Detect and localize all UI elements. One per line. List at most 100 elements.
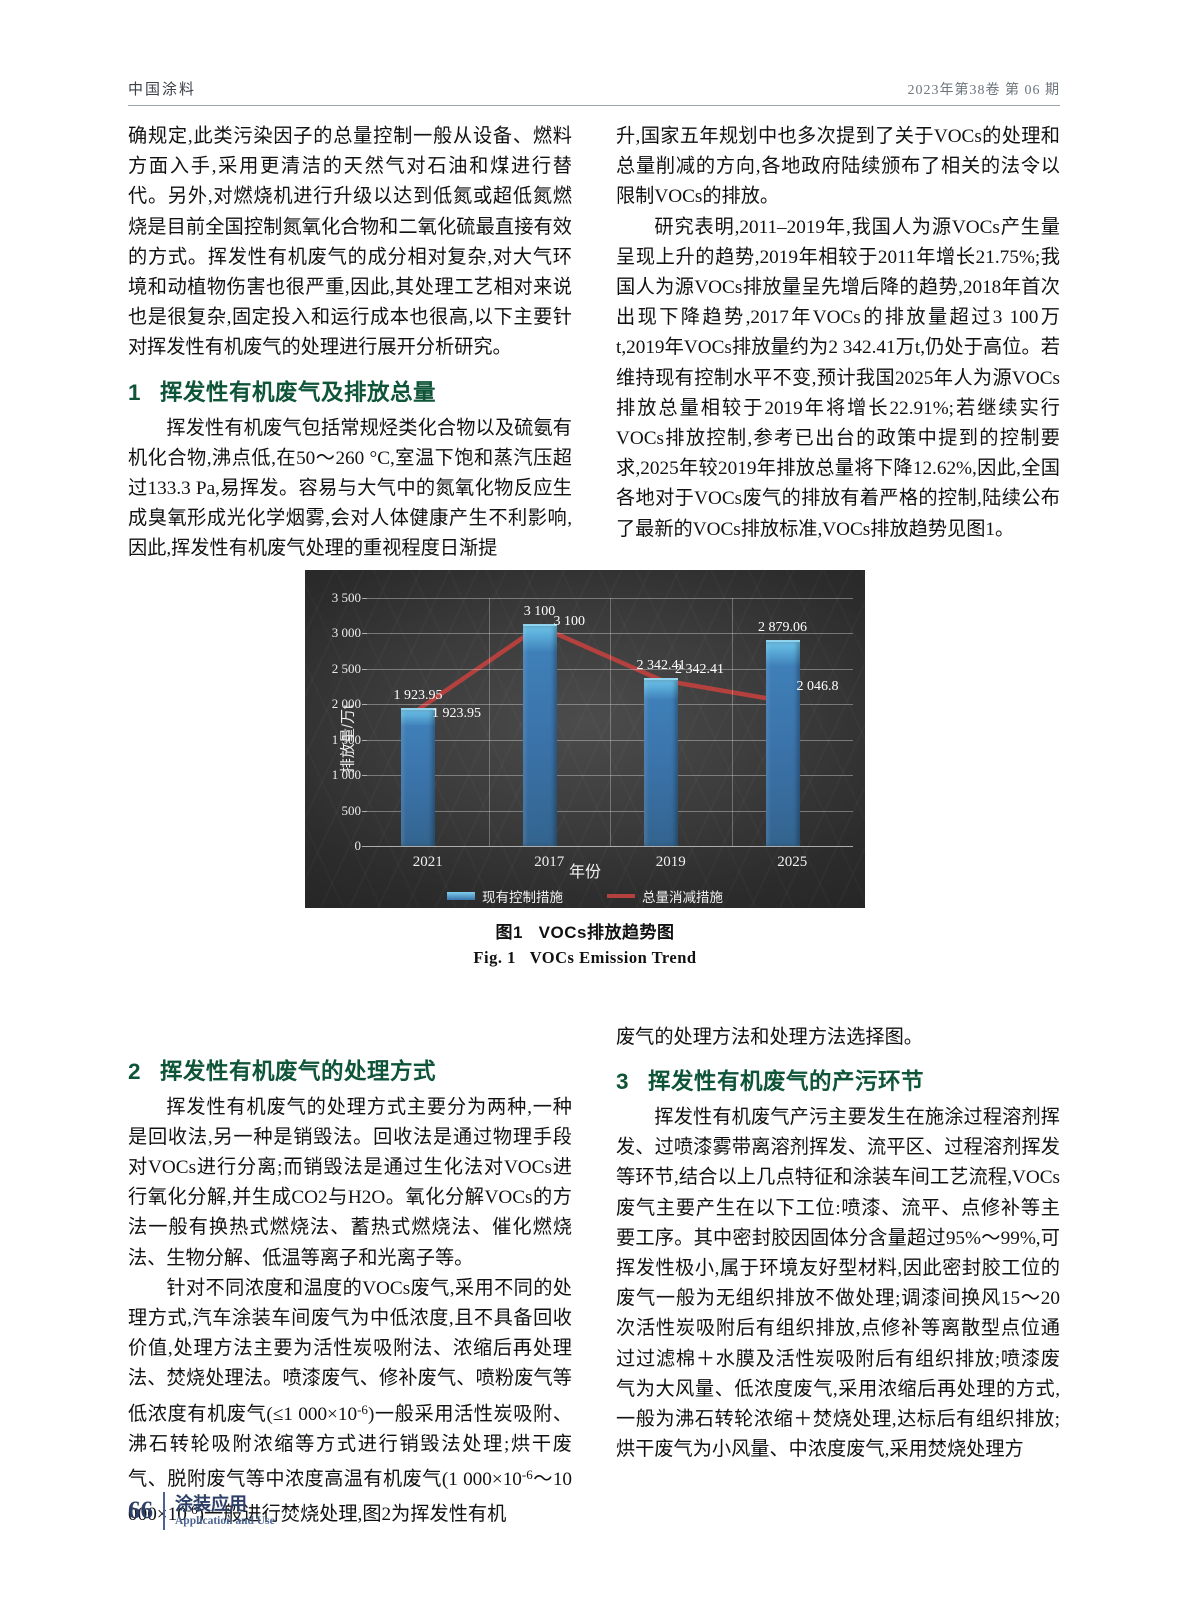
right-column: 升,国家五年规划中也多次提到了关于VOCs的处理和总量削减的方向,各地政府陆续颁… (616, 122, 1060, 1465)
y-tick-mark (362, 598, 367, 599)
grid-line (367, 633, 853, 635)
x-tick-label-2025: 2025 (777, 854, 808, 870)
paragraph-2-2: 针对不同浓度和温度的VOCs废气,采用不同的处理方式,汽车涂装车间废气为中低浓度… (128, 1274, 572, 1530)
paragraph-1-1: 挥发性有机废气包括常规烃类化合物以及硫氨有机化合物,沸点低,在50～260 °C… (128, 417, 572, 560)
bar-2025 (765, 640, 800, 846)
two-column-body: 确规定,此类污染因子的总量控制一般从设备、燃料方面入手,采用更清洁的天然气对石油… (128, 122, 1060, 1525)
section-heading-3: 3 挥发性有机废气的产污环节 (616, 1065, 1060, 1099)
bar-2021 (401, 707, 436, 846)
section-number-3: 3 (616, 1069, 630, 1095)
paragraph-3-1: 挥发性有机废气产污主要发生在施涂过程溶剂挥发、过喷漆雾带离溶剂挥发、流平区、过程… (616, 1107, 1060, 1461)
left-column: 确规定,此类污染因子的总量控制一般从设备、燃料方面入手,采用更清洁的天然气对石油… (128, 122, 572, 1530)
figure-caption-en-label: Fig. 1 (473, 948, 516, 967)
category-separator (610, 598, 611, 846)
bar-2019 (644, 678, 679, 846)
y-tick-label: 3 000 (331, 625, 361, 641)
y-tick-mark (362, 810, 367, 812)
chart-legend: 现有控制措施 总量消减措施 (305, 886, 865, 906)
issue-info: 2023年第38卷 第 06 期 (907, 83, 1060, 98)
journal-name: 中国涂料 (128, 81, 197, 98)
paragraph-2-2-mid: )一般采用活性炭吸附、沸石转轮吸附浓缩等方式进行销毁法处理;烘干废气、脱附废气等… (128, 1403, 573, 1490)
figure-caption-cn-label: 图1 (495, 923, 523, 942)
legend-swatch-line-icon (607, 894, 635, 898)
category-separator (488, 598, 490, 846)
exponent-3: -6 (186, 1502, 198, 1518)
y-tick-label: 0 (354, 838, 362, 853)
exponent-1: -6 (357, 1401, 368, 1417)
figure-caption-cn-text: VOCs排放趋势图 (538, 923, 675, 942)
figure-caption-en-text: VOCs Emission Trend (529, 948, 697, 967)
chart-canvas: 排放量/万t 0 500 1 000 1 500 2 000 2 500 3 000 3 50… (305, 570, 865, 908)
legend-item-bar: 现有控制措施 (447, 886, 563, 906)
legend-item-line: 总量消减措施 (607, 886, 723, 906)
y-tick-label: 2 000 (331, 696, 361, 712)
grid-line (367, 704, 853, 706)
grid-line (367, 598, 853, 599)
paragraph-r-2: 研究表明,2011–2019年,我国人为源VOCs产生量呈现上升的趋势,2019… (616, 216, 1060, 540)
bar-label-2019: 2 342.41 (636, 658, 686, 674)
paragraph-2-1: 挥发性有机废气的处理方式主要分为两种,一种是回收法,另一种是销毁法。回收法是通过… (128, 1093, 572, 1274)
section-number-2: 2 (128, 1058, 142, 1084)
y-tick-mark (362, 739, 367, 741)
section-number-1: 1 (128, 379, 142, 405)
paragraph-continued: 确规定,此类污染因子的总量控制一般从设备、燃料方面入手,采用更清洁的天然气对石油… (128, 126, 572, 359)
section-title-1: 挥发性有机废气及排放总量 (160, 379, 437, 405)
y-tick-label: 2 500 (331, 660, 361, 676)
x-axis-title: 年份 (568, 864, 601, 881)
y-tick-mark (362, 846, 367, 847)
paragraph-2-1-text: 挥发性有机废气的处理方式主要分为两种,一种是回收法,另一种是销毁法。回收法是通过… (128, 1096, 572, 1269)
x-tick-label-2019: 2019 (655, 854, 686, 870)
line-label-2021: 1 923.95 (432, 705, 482, 721)
figure-captions: 图1 VOCs排放趋势图 Fig. 1 VOCs Emission Trend (305, 920, 865, 970)
section-heading-1: 1 挥发性有机废气及排放总量 (128, 376, 572, 410)
figure-1: 排放量/万t 0 500 1 000 1 500 2 000 2 500 3 000 3 50… (305, 570, 865, 970)
line-label-2017: 3 100 (553, 614, 586, 630)
x-tick-label-2017: 2017 (534, 854, 565, 870)
paragraph-2-2-mid2: ～10 000×10 (128, 1468, 573, 1525)
y-tick-mark (362, 775, 367, 777)
bar-label-2017: 3 100 (523, 604, 556, 620)
page-footer: 66 涂装应用 Application and Use (128, 1492, 275, 1530)
paragraph-2-2-end: )一般进行焚烧处理,图2为挥发性有机 (197, 1503, 507, 1525)
footer-section-en: Application and Use (175, 1514, 275, 1527)
trend-line (415, 624, 785, 712)
y-tick-label: 3 500 (331, 590, 361, 605)
grid-line (367, 739, 853, 741)
y-tick-mark (362, 633, 367, 635)
y-tick-mark (362, 704, 367, 706)
line-label-2019: 2 342.41 (675, 662, 725, 678)
grid-line (367, 810, 853, 812)
footer-section-cn: 涂装应用 (175, 1494, 247, 1515)
grid-line (367, 846, 853, 847)
x-tick-label-2021: 2021 (412, 854, 443, 870)
paragraph-r-1: 升,国家五年规划中也多次提到了关于VOCs的处理和总量削减的方向,各地政府陆续颁… (616, 126, 1060, 208)
footer-divider (163, 1492, 165, 1530)
trend-line-layer (415, 624, 785, 712)
legend-label: 现有控制措施 (482, 890, 563, 905)
exponent-2: -6 (521, 1466, 533, 1482)
line-label-2025: 2 046.8 (796, 678, 839, 694)
y-tick-label: 1 000 (331, 767, 361, 783)
paragraph-2-2-pre: 针对不同浓度和温度的VOCs废气,采用不同的处理方式,汽车涂装车间废气为中低浓度… (128, 1277, 572, 1425)
legend-swatch-bar-icon (447, 892, 475, 900)
grid-line (367, 668, 853, 670)
running-head: 中国涂料 2023年第38卷 第 06 期 (128, 78, 1060, 106)
grid-line (367, 775, 853, 777)
plot-area: 0 500 1 000 1 500 2 000 2 500 3 000 3 500 1 923.… (332, 590, 853, 870)
category-separator (731, 598, 733, 846)
y-tick-mark (362, 668, 367, 670)
section-title-2: 挥发性有机废气的处理方式 (160, 1058, 437, 1084)
page-number: 66 (128, 1497, 153, 1524)
figure-caption-cn: 图1 VOCs排放趋势图 (305, 920, 865, 945)
section-heading-2: 2 挥发性有机废气的处理方式 (128, 1055, 572, 1089)
figure-caption-en: Fig. 1 VOCs Emission Trend (305, 945, 865, 970)
footer-section-name: 涂装应用 Application and Use (175, 1494, 275, 1528)
paragraph-r-3: 废气的处理方法和处理方法选择图。 (616, 1026, 923, 1048)
bar-label-2025: 2 879.06 (758, 619, 808, 635)
y-tick-label: 1 500 (331, 731, 361, 747)
section-title-3: 挥发性有机废气的产污环节 (648, 1069, 925, 1095)
bar-2017 (522, 624, 557, 846)
legend-label: 总量消减措施 (642, 890, 723, 905)
y-tick-label: 500 (341, 802, 362, 818)
